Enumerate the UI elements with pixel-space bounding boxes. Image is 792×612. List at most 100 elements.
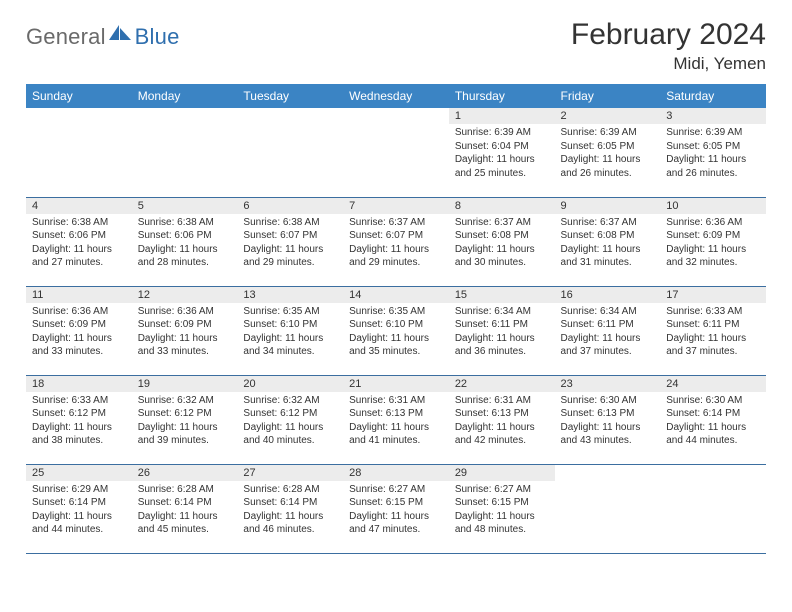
day-number: 14 bbox=[343, 287, 449, 303]
daylight-text: Daylight: 11 hours and 29 minutes. bbox=[243, 243, 337, 270]
calendar-day-empty bbox=[660, 464, 766, 553]
calendar-day-empty bbox=[237, 108, 343, 197]
day-number: 12 bbox=[132, 287, 238, 303]
day-number: 13 bbox=[237, 287, 343, 303]
daylight-text: Daylight: 11 hours and 37 minutes. bbox=[666, 332, 760, 359]
day-number: 1 bbox=[449, 108, 555, 124]
day-details: Sunrise: 6:28 AMSunset: 6:14 PMDaylight:… bbox=[132, 481, 238, 541]
day-number: 3 bbox=[660, 108, 766, 124]
sunset-text: Sunset: 6:08 PM bbox=[561, 229, 655, 243]
sunrise-text: Sunrise: 6:32 AM bbox=[243, 394, 337, 408]
day-details: Sunrise: 6:33 AMSunset: 6:12 PMDaylight:… bbox=[26, 392, 132, 452]
sunset-text: Sunset: 6:06 PM bbox=[138, 229, 232, 243]
daylight-text: Daylight: 11 hours and 36 minutes. bbox=[455, 332, 549, 359]
sunrise-text: Sunrise: 6:29 AM bbox=[32, 483, 126, 497]
day-details: Sunrise: 6:31 AMSunset: 6:13 PMDaylight:… bbox=[343, 392, 449, 452]
day-number: 17 bbox=[660, 287, 766, 303]
sunset-text: Sunset: 6:11 PM bbox=[561, 318, 655, 332]
calendar-day-28: 28Sunrise: 6:27 AMSunset: 6:15 PMDayligh… bbox=[343, 464, 449, 553]
day-number: 11 bbox=[26, 287, 132, 303]
calendar-day-2: 2Sunrise: 6:39 AMSunset: 6:05 PMDaylight… bbox=[555, 108, 661, 197]
day-number: 16 bbox=[555, 287, 661, 303]
day-number: 23 bbox=[555, 376, 661, 392]
day-number bbox=[660, 465, 766, 481]
day-header-tuesday: Tuesday bbox=[237, 84, 343, 108]
day-details: Sunrise: 6:34 AMSunset: 6:11 PMDaylight:… bbox=[555, 303, 661, 363]
page-header: General Blue February 2024 Midi, Yemen bbox=[26, 18, 766, 74]
logo-text-general: General bbox=[26, 24, 106, 50]
daylight-text: Daylight: 11 hours and 27 minutes. bbox=[32, 243, 126, 270]
day-number bbox=[343, 108, 449, 124]
calendar-day-empty bbox=[132, 108, 238, 197]
day-details: Sunrise: 6:39 AMSunset: 6:05 PMDaylight:… bbox=[660, 124, 766, 184]
sunset-text: Sunset: 6:05 PM bbox=[666, 140, 760, 154]
calendar-week: 4Sunrise: 6:38 AMSunset: 6:06 PMDaylight… bbox=[26, 197, 766, 286]
calendar-day-15: 15Sunrise: 6:34 AMSunset: 6:11 PMDayligh… bbox=[449, 286, 555, 375]
logo: General Blue bbox=[26, 18, 180, 50]
sunset-text: Sunset: 6:04 PM bbox=[455, 140, 549, 154]
daylight-text: Daylight: 11 hours and 26 minutes. bbox=[666, 153, 760, 180]
daylight-text: Daylight: 11 hours and 31 minutes. bbox=[561, 243, 655, 270]
day-details: Sunrise: 6:27 AMSunset: 6:15 PMDaylight:… bbox=[449, 481, 555, 541]
day-number: 2 bbox=[555, 108, 661, 124]
calendar-day-14: 14Sunrise: 6:35 AMSunset: 6:10 PMDayligh… bbox=[343, 286, 449, 375]
day-number: 26 bbox=[132, 465, 238, 481]
day-details: Sunrise: 6:38 AMSunset: 6:06 PMDaylight:… bbox=[132, 214, 238, 274]
day-number bbox=[132, 108, 238, 124]
sunset-text: Sunset: 6:14 PM bbox=[32, 496, 126, 510]
sunset-text: Sunset: 6:05 PM bbox=[561, 140, 655, 154]
sunrise-text: Sunrise: 6:38 AM bbox=[243, 216, 337, 230]
sunset-text: Sunset: 6:12 PM bbox=[32, 407, 126, 421]
sunrise-text: Sunrise: 6:38 AM bbox=[32, 216, 126, 230]
day-number: 10 bbox=[660, 198, 766, 214]
calendar-day-12: 12Sunrise: 6:36 AMSunset: 6:09 PMDayligh… bbox=[132, 286, 238, 375]
calendar-day-18: 18Sunrise: 6:33 AMSunset: 6:12 PMDayligh… bbox=[26, 375, 132, 464]
sunset-text: Sunset: 6:07 PM bbox=[243, 229, 337, 243]
day-details: Sunrise: 6:37 AMSunset: 6:08 PMDaylight:… bbox=[555, 214, 661, 274]
sunrise-text: Sunrise: 6:36 AM bbox=[32, 305, 126, 319]
location-label: Midi, Yemen bbox=[571, 54, 766, 74]
daylight-text: Daylight: 11 hours and 34 minutes. bbox=[243, 332, 337, 359]
sunset-text: Sunset: 6:13 PM bbox=[561, 407, 655, 421]
calendar-day-6: 6 Sunrise: 6:38 AMSunset: 6:07 PMDaylight… bbox=[237, 197, 343, 286]
calendar-day-13: 13Sunrise: 6:35 AMSunset: 6:10 PMDayligh… bbox=[237, 286, 343, 375]
daylight-text: Daylight: 11 hours and 37 minutes. bbox=[561, 332, 655, 359]
sunrise-text: Sunrise: 6:35 AM bbox=[349, 305, 443, 319]
day-details: Sunrise: 6:34 AMSunset: 6:11 PMDaylight:… bbox=[449, 303, 555, 363]
sunset-text: Sunset: 6:12 PM bbox=[243, 407, 337, 421]
daylight-text: Daylight: 11 hours and 29 minutes. bbox=[349, 243, 443, 270]
calendar-day-24: 24Sunrise: 6:30 AMSunset: 6:14 PMDayligh… bbox=[660, 375, 766, 464]
calendar-week: 11Sunrise: 6:36 AMSunset: 6:09 PMDayligh… bbox=[26, 286, 766, 375]
day-number: 6 bbox=[237, 198, 343, 214]
day-details: Sunrise: 6:36 AMSunset: 6:09 PMDaylight:… bbox=[132, 303, 238, 363]
daylight-text: Daylight: 11 hours and 35 minutes. bbox=[349, 332, 443, 359]
sunrise-text: Sunrise: 6:36 AM bbox=[138, 305, 232, 319]
daylight-text: Daylight: 11 hours and 30 minutes. bbox=[455, 243, 549, 270]
sunrise-text: Sunrise: 6:31 AM bbox=[349, 394, 443, 408]
calendar-week: 18Sunrise: 6:33 AMSunset: 6:12 PMDayligh… bbox=[26, 375, 766, 464]
daylight-text: Daylight: 11 hours and 44 minutes. bbox=[32, 510, 126, 537]
daylight-text: Daylight: 11 hours and 39 minutes. bbox=[138, 421, 232, 448]
day-header-monday: Monday bbox=[132, 84, 238, 108]
day-details: Sunrise: 6:30 AMSunset: 6:14 PMDaylight:… bbox=[660, 392, 766, 452]
calendar-day-5: 5Sunrise: 6:38 AMSunset: 6:06 PMDaylight… bbox=[132, 197, 238, 286]
sunrise-text: Sunrise: 6:39 AM bbox=[455, 126, 549, 140]
day-number: 21 bbox=[343, 376, 449, 392]
day-header-row: SundayMondayTuesdayWednesdayThursdayFrid… bbox=[26, 84, 766, 108]
daylight-text: Daylight: 11 hours and 42 minutes. bbox=[455, 421, 549, 448]
daylight-text: Daylight: 11 hours and 48 minutes. bbox=[455, 510, 549, 537]
calendar-day-21: 21Sunrise: 6:31 AMSunset: 6:13 PMDayligh… bbox=[343, 375, 449, 464]
day-details: Sunrise: 6:30 AMSunset: 6:13 PMDaylight:… bbox=[555, 392, 661, 452]
sunrise-text: Sunrise: 6:34 AM bbox=[455, 305, 549, 319]
calendar-week: 25Sunrise: 6:29 AMSunset: 6:14 PMDayligh… bbox=[26, 464, 766, 553]
sunrise-text: Sunrise: 6:28 AM bbox=[243, 483, 337, 497]
day-details: Sunrise: 6:29 AMSunset: 6:14 PMDaylight:… bbox=[26, 481, 132, 541]
day-header-thursday: Thursday bbox=[449, 84, 555, 108]
calendar-day-22: 22Sunrise: 6:31 AMSunset: 6:13 PMDayligh… bbox=[449, 375, 555, 464]
day-header-wednesday: Wednesday bbox=[343, 84, 449, 108]
daylight-text: Daylight: 11 hours and 26 minutes. bbox=[561, 153, 655, 180]
calendar-day-7: 7Sunrise: 6:37 AMSunset: 6:07 PMDaylight… bbox=[343, 197, 449, 286]
day-number: 28 bbox=[343, 465, 449, 481]
calendar-day-25: 25Sunrise: 6:29 AMSunset: 6:14 PMDayligh… bbox=[26, 464, 132, 553]
calendar-day-29: 29Sunrise: 6:27 AMSunset: 6:15 PMDayligh… bbox=[449, 464, 555, 553]
